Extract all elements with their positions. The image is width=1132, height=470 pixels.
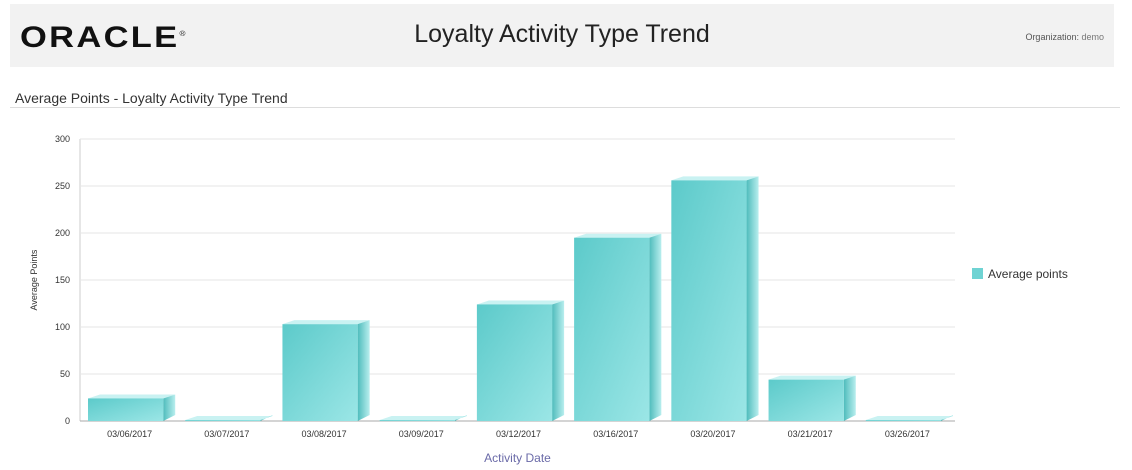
- bar: [671, 180, 747, 421]
- bar-top: [185, 416, 273, 421]
- bar: [88, 398, 164, 421]
- bar: [574, 237, 650, 421]
- bar-top: [379, 416, 467, 421]
- y-tick-label: 50: [60, 369, 70, 379]
- bar-side: [843, 375, 856, 421]
- bar-side: [454, 415, 467, 421]
- y-axis-title: Average Points: [29, 249, 39, 310]
- bar-side: [941, 415, 953, 421]
- x-tick-label: 03/16/2017: [593, 429, 638, 439]
- bar-side: [552, 300, 565, 421]
- bar-top: [865, 416, 953, 421]
- y-tick-label: 250: [55, 181, 70, 191]
- x-axis-title: Activity Date: [484, 451, 551, 465]
- logo-text: ORACLE: [20, 21, 180, 54]
- legend-label: Average points: [988, 267, 1068, 281]
- y-tick-label: 200: [55, 228, 70, 238]
- x-tick-label: 03/21/2017: [788, 429, 833, 439]
- bar-top: [671, 176, 759, 181]
- bar-side: [357, 320, 370, 421]
- bar-top: [768, 375, 856, 380]
- bar: [476, 304, 553, 421]
- bar-top: [476, 300, 565, 305]
- y-tick-label: 0: [65, 416, 70, 426]
- bar-side: [260, 415, 273, 421]
- x-tick-label: 03/20/2017: [690, 429, 735, 439]
- y-tick-label: 300: [55, 134, 70, 144]
- bar-top: [88, 394, 176, 399]
- org-label: Organization:: [1025, 32, 1079, 42]
- report-header: ORACLE® Loyalty Activity Type Trend Orga…: [10, 4, 1114, 67]
- organization-info: Organization: demo: [1025, 32, 1104, 42]
- x-tick-label: 03/07/2017: [204, 429, 249, 439]
- bar-side: [649, 233, 662, 421]
- x-tick-label: 03/09/2017: [399, 429, 444, 439]
- bar-side: [163, 394, 176, 421]
- x-tick-label: 03/06/2017: [107, 429, 152, 439]
- bar-side: [746, 176, 759, 421]
- bar: [768, 379, 844, 421]
- x-tick-label: 03/08/2017: [302, 429, 347, 439]
- section-title: Average Points - Loyalty Activity Type T…: [15, 90, 288, 106]
- bar-top: [282, 320, 370, 325]
- bar: [282, 324, 358, 421]
- page-title: Loyalty Activity Type Trend: [414, 20, 710, 48]
- y-tick-label: 150: [55, 275, 70, 285]
- legend-swatch: [972, 268, 983, 279]
- bar-top: [574, 233, 662, 238]
- org-value: demo: [1081, 32, 1104, 42]
- x-tick-label: 03/26/2017: [885, 429, 930, 439]
- oracle-logo: ORACLE®: [20, 21, 186, 54]
- bar: [865, 420, 941, 422]
- x-tick-label: 03/12/2017: [496, 429, 541, 439]
- divider: [10, 107, 1120, 108]
- bar: [379, 420, 455, 422]
- y-tick-label: 100: [55, 322, 70, 332]
- bar: [185, 420, 261, 422]
